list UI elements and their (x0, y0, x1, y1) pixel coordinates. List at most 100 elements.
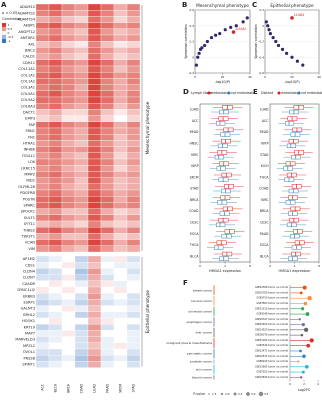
heatmap-cell (35, 152, 50, 160)
heatmap-cell (35, 274, 50, 281)
heatmap-cell (35, 158, 50, 166)
heatmap-cell (61, 220, 76, 228)
heatmap-cell (74, 171, 89, 178)
heatmap-cell (48, 90, 63, 98)
heatmap-cell (61, 293, 76, 300)
heatmap-cell (100, 245, 115, 253)
category-label: KIRC (191, 153, 199, 157)
heatmap-cell (61, 165, 76, 172)
heatmap-cell (74, 214, 89, 222)
heatmap-cell (126, 355, 141, 362)
heatmap-cell (61, 355, 76, 362)
term-label: GSE42568 tumor vs normal (255, 286, 288, 289)
term-label: GSE21510 tumor vs normal (255, 307, 288, 310)
y-axis-label: Spearman correlation (184, 24, 188, 58)
gene-label: INHBA (24, 148, 36, 152)
highlight-label: LUAD (294, 12, 304, 17)
heatmap-cell (74, 286, 89, 294)
x-tick-label: 20 (221, 75, 225, 79)
heatmap-cell (61, 280, 76, 288)
heatmap-cell (126, 361, 141, 368)
heatmap-cell (74, 16, 89, 23)
heatmap-cell (35, 53, 50, 60)
gene-label: ADAMTS2 (18, 11, 35, 15)
gene-label: CLDN7 (23, 276, 35, 280)
heatmap-cell (87, 361, 102, 368)
heatmap-cell (74, 317, 89, 325)
heatmap-cell (100, 299, 115, 306)
heatmap-cell (113, 239, 128, 246)
heatmap-cell (113, 299, 128, 306)
legend-title: Distant (261, 91, 274, 95)
term-label: GSE15605 tumor vs normal (255, 365, 288, 368)
legend-title: Correlation (2, 17, 21, 21)
heatmap-cell (48, 202, 63, 209)
heatmap-cell (35, 214, 50, 222)
lollipop-dot (299, 291, 303, 295)
heatmap-cell (87, 227, 102, 234)
size-legend-label: 2.5 (238, 392, 243, 396)
term-label: GSE10780 tumor vs normal (255, 291, 288, 294)
heatmap-cell (126, 299, 141, 306)
heatmap-cell (100, 158, 115, 166)
heatmap-cell (113, 361, 128, 368)
heatmap-cell (61, 47, 76, 54)
legend-tick-label: 1 (8, 23, 10, 27)
heatmap-cell (113, 233, 128, 240)
term-label: GSE7803 tumor vs normal (256, 302, 288, 305)
heatmap-cell (87, 65, 102, 73)
heatmap-cell (113, 183, 128, 191)
heatmap-cell (48, 34, 63, 42)
category-label: HNSC (189, 142, 199, 146)
heatmap-cell (48, 158, 63, 166)
heatmap-cell (126, 293, 141, 300)
heatmap-cell (126, 245, 141, 253)
heatmap-cell (113, 22, 128, 29)
heatmap-cell (74, 165, 89, 172)
gene-label: TWIST1 (20, 235, 35, 239)
heatmap-cell (113, 10, 128, 17)
gene-label: SPINT1 (22, 363, 35, 367)
gene-label: DACT1 (23, 111, 35, 115)
heatmap-cell (87, 299, 102, 306)
heatmap-cell (100, 41, 115, 48)
heatmap-cell (48, 72, 63, 79)
heatmap-cell (35, 348, 50, 356)
heatmap-cell (113, 84, 128, 91)
heatmap-cell (61, 274, 76, 281)
category-label: THCA (189, 243, 200, 247)
gene-label: MPZL2 (23, 344, 35, 348)
heatmap-cell (48, 233, 63, 240)
point (266, 24, 270, 28)
heatmap-cell (87, 233, 102, 240)
heatmap-cell (126, 268, 141, 275)
heatmap-cell (74, 177, 89, 184)
heatmap-cell (126, 330, 141, 337)
x-tick-label: 2 (303, 382, 305, 386)
group-label: cervical cancer (191, 299, 213, 303)
gene-label: AEBP1 (23, 24, 35, 28)
heatmap-cell (126, 183, 141, 191)
x-tick-label: 0 (264, 75, 266, 79)
term-label: GSE2549 tumor vs normal (256, 344, 288, 347)
y-tick-label: -0.4 (259, 55, 265, 59)
category-label: READ (190, 130, 199, 134)
category-label: THCA (259, 175, 270, 179)
heatmap-cell (61, 152, 76, 160)
heatmap-cell (87, 28, 102, 36)
heatmap-cell (35, 165, 50, 172)
heatmap-cell (100, 239, 115, 246)
gene-label: MARVELD3 (15, 338, 35, 342)
gene-label: LRRC15 (21, 166, 35, 170)
category-label: KIRP (191, 164, 198, 168)
heatmap-cell (74, 103, 89, 110)
heatmap-cell (87, 3, 102, 11)
heatmap-cell (61, 16, 76, 23)
gene-label: OLFML2B (18, 185, 35, 189)
heatmap-cell (100, 96, 115, 104)
gene-label: AXL (28, 42, 35, 46)
heatmap-cell (100, 361, 115, 368)
heatmap-cell (100, 28, 115, 36)
heatmap-cell (61, 196, 76, 203)
legend-marker (297, 91, 301, 95)
